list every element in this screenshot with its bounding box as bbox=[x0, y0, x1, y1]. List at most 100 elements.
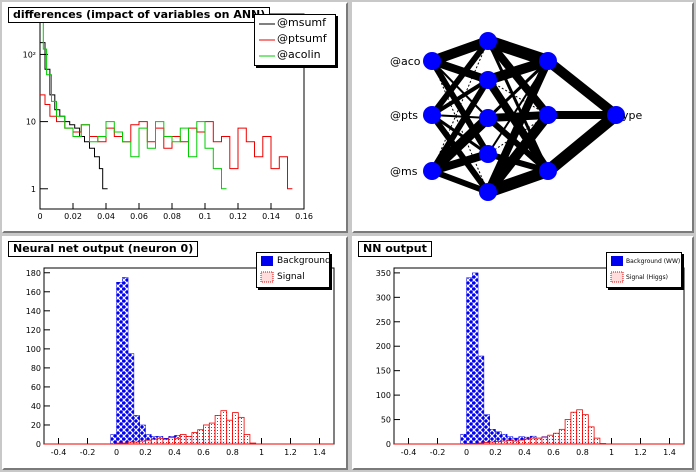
legend-label-signal: Signal bbox=[277, 272, 305, 282]
signal-bar bbox=[226, 419, 233, 445]
x-tick-label: 0.12 bbox=[229, 212, 247, 221]
differences-title: differences (impact of variables on ANN) bbox=[8, 7, 271, 23]
neuron-node bbox=[539, 106, 557, 124]
background-bar bbox=[127, 353, 135, 445]
synapse bbox=[430, 78, 490, 117]
background-bar bbox=[116, 282, 123, 445]
x-tick-label: 0.2 bbox=[139, 448, 152, 457]
synapse bbox=[429, 113, 491, 194]
series-line-acolin bbox=[40, 21, 227, 190]
synapse bbox=[430, 36, 490, 66]
input-label: @aco bbox=[390, 55, 421, 68]
signal-bar bbox=[185, 435, 193, 445]
synapse bbox=[429, 59, 491, 156]
network-pad[interactable]: @aco @pts @ms ype bbox=[352, 2, 694, 233]
synapse bbox=[484, 38, 552, 118]
synapse bbox=[430, 57, 490, 84]
signal-bar bbox=[232, 412, 239, 445]
y-tick-label: 140 bbox=[26, 307, 41, 316]
x-tick-label: 0.06 bbox=[130, 212, 148, 221]
y-tick-label: 10 bbox=[26, 118, 36, 127]
signal-bar bbox=[203, 424, 210, 445]
signal-bar bbox=[587, 426, 595, 445]
y-tick-label: 50 bbox=[381, 416, 391, 425]
y-tick-label: 250 bbox=[376, 318, 391, 327]
neuron-node bbox=[479, 145, 497, 163]
background-bar bbox=[477, 355, 485, 445]
output-label: ype bbox=[622, 109, 642, 122]
signal-bar bbox=[174, 437, 181, 445]
neuron-node bbox=[479, 109, 497, 127]
synapse bbox=[486, 115, 550, 174]
signal-bar bbox=[524, 438, 531, 445]
legend-label-background-ww: Background (WW) bbox=[626, 258, 681, 265]
plot-frame bbox=[43, 267, 335, 445]
x-tick-label: 1.2 bbox=[634, 448, 647, 457]
signal-bar bbox=[156, 437, 164, 445]
signal-bar bbox=[570, 411, 578, 445]
output0-title: Neural net output (neuron 0) bbox=[8, 241, 199, 257]
series-line-msumf bbox=[40, 42, 108, 190]
background-bar bbox=[133, 415, 140, 445]
background-bar bbox=[110, 434, 117, 445]
synapse bbox=[431, 60, 489, 119]
synapse bbox=[486, 165, 550, 198]
synapse bbox=[431, 114, 489, 119]
signal-bar bbox=[529, 437, 537, 445]
neuron-node bbox=[539, 52, 557, 70]
signal-bar bbox=[506, 440, 514, 445]
synapse bbox=[431, 113, 489, 156]
signal-bar bbox=[582, 414, 589, 445]
signal-bar bbox=[145, 439, 152, 445]
x-tick-label: 1 bbox=[259, 448, 264, 457]
synapse bbox=[429, 39, 491, 117]
signal-bar bbox=[162, 438, 170, 445]
y-tick-label: 160 bbox=[26, 288, 41, 297]
signal-bar bbox=[541, 436, 549, 445]
synapse bbox=[430, 168, 490, 195]
synapse bbox=[430, 150, 490, 175]
legend-label-background: Background bbox=[277, 256, 331, 266]
background-bar bbox=[460, 433, 467, 445]
differences-plot: 0 0.02 0.04 0.06 0.08 0.1 0.12 0.14 0.16 1 10 10² bbox=[23, 13, 313, 221]
x-tick-label: -0.2 bbox=[430, 448, 446, 457]
neuron-node bbox=[479, 71, 497, 89]
legend-label-ptsumf: @ptsumf bbox=[277, 32, 327, 45]
differences-legend: @msumf @ptsumf @acolin bbox=[254, 14, 336, 66]
signal-bar bbox=[553, 432, 560, 445]
differences-pad[interactable]: 0 0.02 0.04 0.06 0.08 0.1 0.12 0.14 0.16 1 10 10² d… bbox=[2, 2, 348, 233]
signal-bar bbox=[220, 410, 228, 445]
neuron-node bbox=[423, 162, 441, 180]
signal-bar bbox=[564, 419, 572, 445]
x-tick-label: -0.2 bbox=[80, 448, 96, 457]
output0-pad[interactable]: -0.4 -0.2 0 0.2 0.4 0.6 0.8 1 1.2 1.4 0 20 40 60 80 100… bbox=[2, 236, 348, 470]
x-tick-label: 0.4 bbox=[518, 448, 531, 457]
signal-bar bbox=[197, 429, 204, 445]
y-tick-label: 200 bbox=[376, 342, 391, 351]
signal-bar bbox=[547, 434, 554, 445]
x-tick-label: 1.4 bbox=[663, 448, 676, 457]
plot-frame bbox=[393, 267, 685, 445]
x-tick-label: 0.4 bbox=[168, 448, 181, 457]
synapse bbox=[428, 114, 492, 175]
y-tick-label: 0 bbox=[386, 440, 391, 449]
series-line-ptsumf bbox=[40, 94, 293, 190]
neuron-node bbox=[479, 183, 497, 201]
legend-label-signal-higgs: Signal (Higgs) bbox=[626, 274, 668, 281]
synapse bbox=[544, 110, 620, 176]
y-tick-label: 100 bbox=[26, 345, 41, 354]
x-tick-label: -0.4 bbox=[401, 448, 417, 457]
background-bar bbox=[466, 277, 473, 445]
output0-legend: Background Signal bbox=[256, 252, 331, 288]
synapse bbox=[431, 40, 489, 172]
input-label: @pts bbox=[390, 109, 418, 122]
nnout-pad[interactable]: -0.4 -0.2 0 0.2 0.4 0.6 0.8 1 1.2 1.4 0 50 100 150 200… bbox=[352, 236, 694, 470]
neuron-node bbox=[479, 32, 497, 50]
x-tick-label: 1.4 bbox=[313, 448, 326, 457]
neuron-node bbox=[539, 162, 557, 180]
x-tick-label: 0.14 bbox=[262, 212, 280, 221]
signal-bar bbox=[214, 415, 222, 445]
y-tick-label: 350 bbox=[376, 269, 391, 278]
input-label: @ms bbox=[390, 165, 418, 178]
signal-bar bbox=[518, 439, 525, 445]
